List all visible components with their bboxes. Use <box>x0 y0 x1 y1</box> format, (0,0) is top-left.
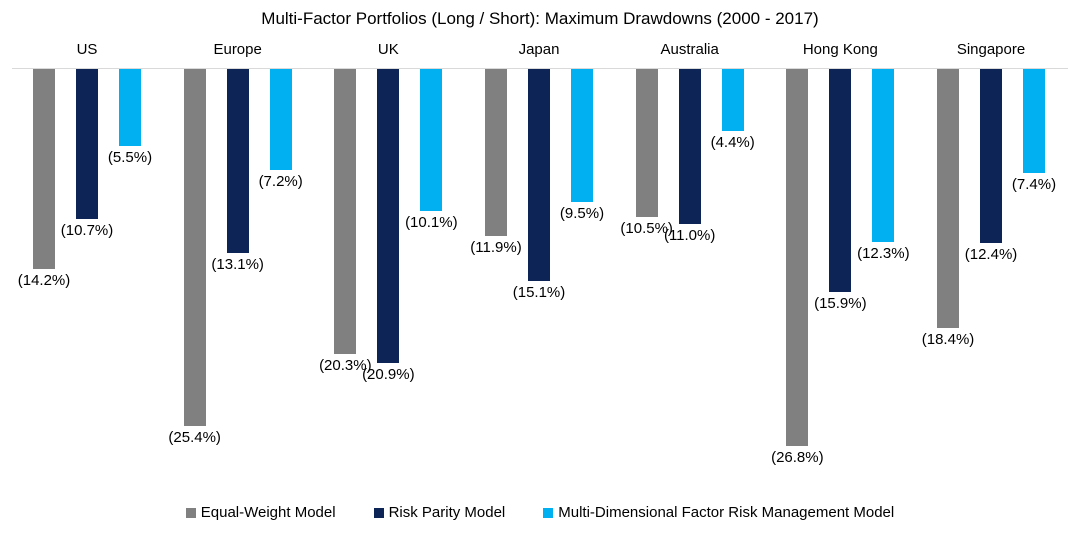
legend: Equal-Weight Model Risk Parity Model Multi… <box>0 504 1080 521</box>
bar-hong-kong-equal-weight-model <box>786 69 809 446</box>
bar-singapore-risk-parity-model <box>980 69 1003 243</box>
legend-label: Risk Parity Model <box>388 504 506 521</box>
value-label-europe-risk-parity-model: (13.1%) <box>211 256 264 273</box>
bar-us-equal-weight-model <box>33 69 55 269</box>
legend-swatch-icon <box>373 507 384 518</box>
value-label-singapore-risk-parity-model: (12.4%) <box>964 246 1018 263</box>
value-label-us-equal-weight-model: (14.2%) <box>17 272 71 289</box>
legend-swatch-icon <box>543 507 554 518</box>
category-label-europe: Europe <box>213 41 262 58</box>
value-label-singapore-equal-weight-model: (18.4%) <box>921 331 975 348</box>
value-label-australia-risk-parity-model: (11.0%) <box>663 227 716 244</box>
bar-japan-equal-weight-model <box>485 69 507 236</box>
value-label-singapore-multi-dimensional-factor-risk-management-model: (7.4%) <box>1011 176 1057 193</box>
legend-item-equal-weight-model: Equal-Weight Model <box>185 504 336 521</box>
category-label-japan: Japan <box>518 41 560 58</box>
bar-us-risk-parity-model <box>76 69 98 219</box>
value-label-hong-kong-equal-weight-model: (26.8%) <box>771 449 824 466</box>
category-label-singapore: Singapore <box>956 41 1026 58</box>
value-label-uk-equal-weight-model: (20.3%) <box>319 357 372 374</box>
value-label-uk-risk-parity-model: (20.9%) <box>362 366 415 383</box>
value-label-us-risk-parity-model: (10.7%) <box>60 222 114 239</box>
legend-label: Equal-Weight Model <box>200 504 336 521</box>
category-label-australia: Australia <box>660 41 719 58</box>
bar-singapore-equal-weight-model <box>937 69 960 328</box>
value-label-hong-kong-multi-dimensional-factor-risk-management-model: (12.3%) <box>857 245 910 262</box>
bar-singapore-multi-dimensional-factor-risk-management-model <box>1023 69 1046 173</box>
value-label-hong-kong-risk-parity-model: (15.9%) <box>814 295 867 312</box>
bar-europe-risk-parity-model <box>226 69 249 253</box>
category-label-uk: UK <box>377 41 399 58</box>
bar-uk-multi-dimensional-factor-risk-management-model <box>420 69 443 211</box>
category-label-us: US <box>76 41 98 58</box>
bar-us-multi-dimensional-factor-risk-management-model <box>119 69 141 146</box>
value-label-japan-risk-parity-model: (15.1%) <box>512 284 566 301</box>
chart-title: Multi-Factor Portfolios (Long / Short): … <box>261 9 819 28</box>
bar-hong-kong-multi-dimensional-factor-risk-management-model <box>872 69 895 242</box>
legend-item-multi-dimensional-factor-risk-management-model: Multi-Dimensional Factor Risk Management… <box>543 504 894 521</box>
baseline-axis <box>12 68 1068 69</box>
bar-australia-equal-weight-model <box>635 69 658 217</box>
bar-australia-multi-dimensional-factor-risk-management-model <box>721 69 744 131</box>
bar-japan-risk-parity-model <box>528 69 550 281</box>
bar-australia-risk-parity-model <box>678 69 701 224</box>
value-label-us-multi-dimensional-factor-risk-management-model: (5.5%) <box>107 149 153 166</box>
bar-europe-equal-weight-model <box>183 69 206 426</box>
bar-hong-kong-risk-parity-model <box>829 69 852 292</box>
legend-swatch-icon <box>185 507 196 518</box>
bar-japan-multi-dimensional-factor-risk-management-model <box>571 69 593 202</box>
value-label-japan-equal-weight-model: (11.9%) <box>470 239 522 256</box>
value-label-australia-equal-weight-model: (10.5%) <box>620 220 673 237</box>
bar-uk-equal-weight-model <box>334 69 357 354</box>
legend-label: Multi-Dimensional Factor Risk Management… <box>558 504 895 521</box>
value-label-japan-multi-dimensional-factor-risk-management-model: (9.5%) <box>559 205 605 222</box>
bar-europe-multi-dimensional-factor-risk-management-model <box>269 69 292 170</box>
bar-uk-risk-parity-model <box>377 69 400 363</box>
value-label-australia-multi-dimensional-factor-risk-management-model: (4.4%) <box>710 134 755 151</box>
category-label-hong-kong: Hong Kong <box>802 41 878 58</box>
value-label-europe-equal-weight-model: (25.4%) <box>168 429 221 446</box>
value-label-europe-multi-dimensional-factor-risk-management-model: (7.2%) <box>258 173 303 190</box>
legend-item-risk-parity-model: Risk Parity Model <box>373 504 506 521</box>
value-label-uk-multi-dimensional-factor-risk-management-model: (10.1%) <box>405 214 458 231</box>
